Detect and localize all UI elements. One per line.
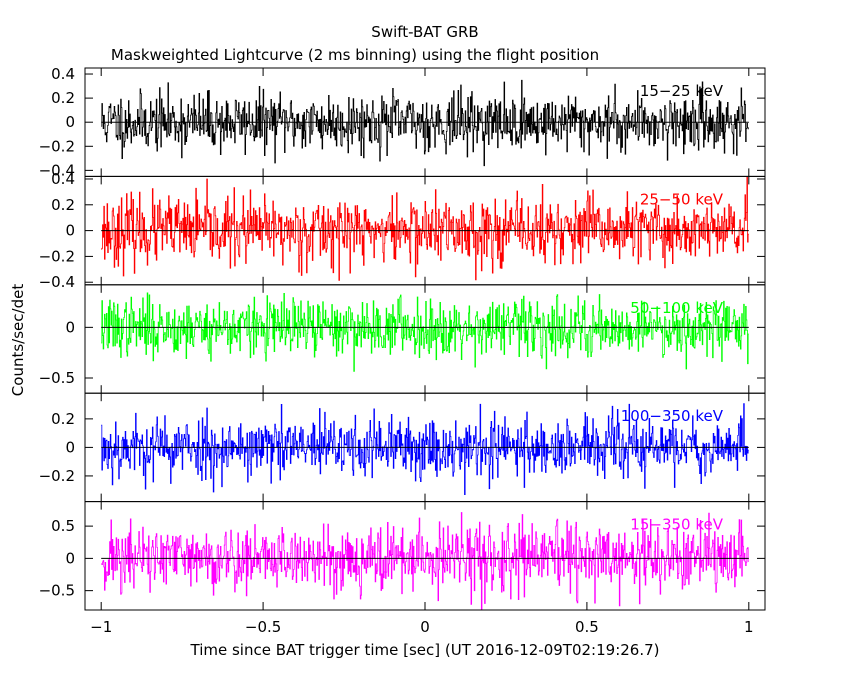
y-tick-label: −0.2 <box>39 247 75 265</box>
y-tick-label: 0.5 <box>51 517 75 535</box>
y-tick-label: 0.2 <box>51 196 75 214</box>
panel-100-350: 100−350 keV −0.2 0 0.2 <box>39 392 766 503</box>
panels: 15−25 keV −0.4 −0.2 0 0.2 0.4 25−50 keV −0.4 −0.… <box>39 65 766 636</box>
y-tick-label: 0 <box>65 113 75 131</box>
series-trace-50-100 <box>101 292 749 372</box>
y-tick-label: 0.4 <box>51 170 75 188</box>
band-label: 100−350 keV <box>621 407 724 425</box>
y-tick-label: −0.4 <box>39 273 75 291</box>
band-label: 15−25 keV <box>640 82 724 100</box>
series-trace-100-350 <box>101 403 749 495</box>
y-tick-label: 0.4 <box>51 65 75 83</box>
y-tick-label: 0 <box>65 438 75 456</box>
band-label: 15−350 keV <box>630 516 723 534</box>
panel-25-50: 25−50 keV −0.4 −0.2 0 0.2 0.4 <box>39 170 766 291</box>
band-label: 50−100 keV <box>630 299 723 317</box>
y-tick-label: −0.5 <box>39 582 75 600</box>
y-axis-label: Counts/sec/det <box>9 284 27 397</box>
series-trace-15-350 <box>101 512 749 611</box>
x-tick-label: 0 <box>420 618 430 636</box>
panel-15-350: 15−350 keV −0.5 0 0.5 −1 −0.5 0 0.5 1 <box>39 501 766 636</box>
y-tick-label: 0.2 <box>51 410 75 428</box>
y-tick-label: 0 <box>65 222 75 240</box>
x-tick-label: −0.5 <box>245 618 281 636</box>
band-label: 25−50 keV <box>640 190 724 208</box>
y-tick-label: 0 <box>65 549 75 567</box>
x-tick-label: 1 <box>744 618 754 636</box>
chart-title: Swift-BAT GRB <box>371 23 478 41</box>
y-tick-label: −0.4 <box>39 161 75 179</box>
y-tick-label: −0.2 <box>39 467 75 485</box>
y-tick-label: 0.2 <box>51 89 75 107</box>
panel-50-100: 50−100 keV −0.5 0 <box>39 284 766 394</box>
y-tick-label: −0.2 <box>39 137 75 155</box>
y-tick-label: −0.5 <box>39 369 75 387</box>
x-axis-label: Time since BAT trigger time [sec] (UT 20… <box>190 641 660 659</box>
panel-15-25: 15−25 keV −0.4 −0.2 0 0.2 0.4 <box>39 65 766 179</box>
y-tick-label: 0 <box>65 318 75 336</box>
x-tick-label: 0.5 <box>575 618 599 636</box>
chart-subtitle: Maskweighted Lightcurve (2 ms binning) u… <box>111 46 599 64</box>
x-tick-label: −1 <box>90 618 112 636</box>
series-trace-25-50 <box>101 177 749 281</box>
series-trace-15-25 <box>101 79 749 167</box>
